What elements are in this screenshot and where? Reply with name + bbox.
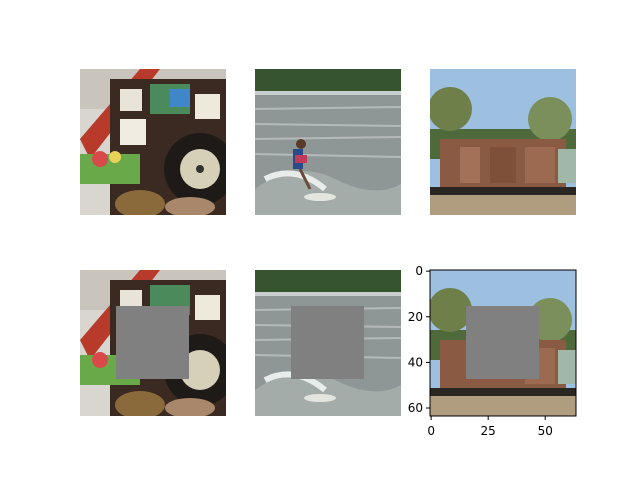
masked-image-boxcar [430, 270, 576, 416]
mask-patch [466, 306, 539, 379]
y-tick-label: 0 [415, 264, 423, 278]
x-tick-label: 50 [538, 424, 553, 438]
masked-image-cuckoo-clock [80, 270, 226, 416]
mask-patch [291, 306, 364, 379]
y-tick-label: 60 [408, 401, 423, 415]
axes-frame [429, 269, 577, 417]
y-tick-label: 40 [408, 355, 423, 369]
image-boxcar [430, 69, 576, 215]
x-tick-label: 25 [481, 424, 496, 438]
y-tick-label: 20 [408, 310, 423, 324]
x-tick-label: 0 [427, 424, 435, 438]
mask-patch [116, 306, 189, 379]
image-surfer [255, 69, 401, 215]
image-cuckoo-clock [80, 69, 226, 215]
x-axis: 0 25 50 [427, 416, 553, 438]
y-axis: 0 20 40 60 [408, 264, 430, 415]
masked-image-surfer [255, 270, 401, 416]
